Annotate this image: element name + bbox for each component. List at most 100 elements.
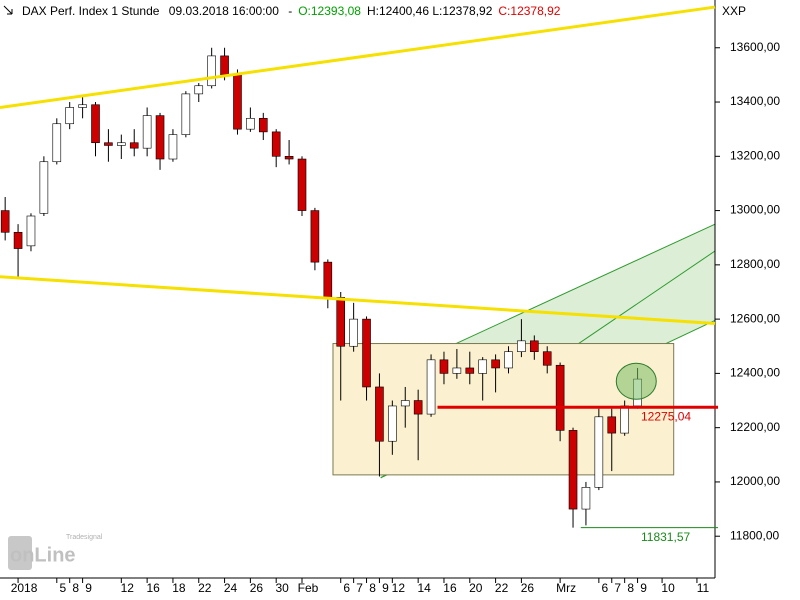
x-tick-label: 16 <box>146 581 160 595</box>
ohlc-label: O:12393,08 <box>298 4 361 18</box>
candle-body <box>65 107 74 125</box>
candle-body <box>233 74 242 130</box>
candle-body <box>349 318 358 347</box>
level-label: 12275,04 <box>641 409 691 423</box>
candle-body <box>78 104 87 108</box>
x-tick-label: 8 <box>369 581 376 595</box>
x-tick-label: 8 <box>72 581 79 595</box>
candle-body <box>336 297 346 347</box>
x-tick-label: 22 <box>495 581 509 595</box>
x-tick-label: 2018 <box>11 581 38 595</box>
candle-body <box>530 340 539 352</box>
trend-line <box>0 275 716 325</box>
x-tick-label: Mrz <box>556 581 576 595</box>
candle-body <box>555 364 565 431</box>
x-tick-label: 9 <box>85 581 92 595</box>
chart-title: DAX Perf. Index 1 Stunde <box>22 4 160 18</box>
candle-body <box>52 123 62 163</box>
candle-body <box>323 261 333 298</box>
candle-body <box>607 416 617 434</box>
candle-body <box>26 215 36 247</box>
trend-line <box>0 5 716 109</box>
x-tick-label: 12 <box>121 581 135 595</box>
candle-body <box>271 131 281 157</box>
candle-body <box>194 85 204 95</box>
candle-body <box>388 405 397 442</box>
candle-body <box>129 142 139 149</box>
y-tick-label: 12000,00 <box>730 474 780 488</box>
candle-body <box>375 386 384 442</box>
x-tick-label: 22 <box>198 581 212 595</box>
candle-body <box>39 161 49 214</box>
candle-body <box>258 118 268 133</box>
logo-main: onLine <box>10 544 76 566</box>
candle-body <box>297 158 307 211</box>
candle-body <box>155 115 165 160</box>
x-tick-label: 6 <box>343 581 350 595</box>
x-tick-label: 6 <box>602 581 609 595</box>
x-tick-label: 16 <box>443 581 457 595</box>
candle-body <box>310 210 320 263</box>
candle-body <box>542 351 552 366</box>
x-tick-label: 26 <box>521 581 535 595</box>
range-box <box>332 343 675 476</box>
x-tick-label: 30 <box>276 581 290 595</box>
y-tick-label: 12600,00 <box>730 311 780 325</box>
logo-top: Tradesignal <box>66 534 103 541</box>
candle-body <box>413 400 423 415</box>
y-tick-label: 13400,00 <box>730 94 780 108</box>
y-tick-label: 11800,00 <box>730 528 779 542</box>
candle-body <box>504 351 513 369</box>
candle-body <box>439 359 449 374</box>
y-tick-label: 12800,00 <box>730 257 780 271</box>
candle-body <box>181 93 191 135</box>
candle-body <box>581 487 591 510</box>
ohlc-label: C:12378,92 <box>498 4 560 18</box>
candle-body <box>207 55 216 87</box>
x-tick-label: 18 <box>172 581 186 595</box>
y-tick-label: 13000,00 <box>730 203 780 217</box>
candle-body <box>478 359 487 374</box>
x-tick-label: 12 <box>392 581 406 595</box>
x-tick-label: 7 <box>614 581 621 595</box>
candle-body <box>491 359 500 369</box>
candle-body <box>362 318 371 388</box>
candle-body <box>220 55 229 76</box>
candle-body <box>594 416 604 488</box>
symbol: XXP <box>722 4 746 18</box>
candle-body <box>117 142 126 146</box>
ohlc-label: H:12400,46 L:12378,92 <box>367 4 493 18</box>
y-tick-label: 12400,00 <box>730 366 780 380</box>
x-tick-label: 9 <box>382 581 389 595</box>
logo-box <box>8 536 32 570</box>
x-tick-label: 7 <box>356 581 363 595</box>
chart-header: DAX Perf. Index 1 Stunde 09.03.2018 16:0… <box>22 4 561 18</box>
x-tick-label: 24 <box>224 581 238 595</box>
x-tick-label: Feb <box>298 581 319 595</box>
candle-body <box>246 118 255 130</box>
candle-body <box>465 367 475 374</box>
candle-body <box>142 115 152 149</box>
x-tick-label: 26 <box>250 581 264 595</box>
plot-area <box>0 47 716 528</box>
candle-body <box>568 430 578 510</box>
candle-body <box>426 359 436 415</box>
x-tick-label: 9 <box>640 581 647 595</box>
candle-body <box>284 156 294 160</box>
arrow-icon <box>3 5 13 15</box>
x-tick-label: 14 <box>417 581 431 595</box>
candle-body <box>400 400 410 407</box>
level-label: 11831,57 <box>641 530 690 544</box>
candle-body <box>168 134 178 160</box>
x-tick-label: 5 <box>59 581 66 595</box>
candle-body <box>452 367 462 374</box>
chart-subtitle: 09.03.2018 16:00:00 <box>169 4 279 18</box>
candle-body <box>91 104 100 144</box>
y-tick-label: 12200,00 <box>730 420 780 434</box>
y-tick-label: 13200,00 <box>730 148 780 162</box>
x-tick-label: 11 <box>697 581 710 595</box>
separator: - <box>288 4 292 18</box>
candle-body <box>0 210 10 233</box>
